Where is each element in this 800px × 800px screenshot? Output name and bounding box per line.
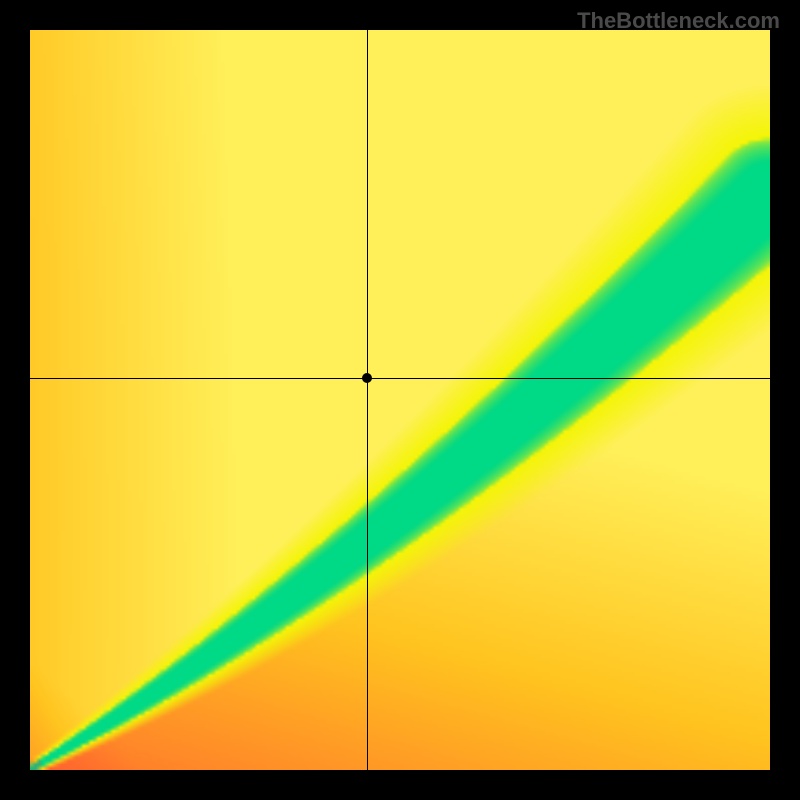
- heatmap-canvas: [30, 30, 770, 770]
- crosshair-vertical: [367, 30, 368, 770]
- crosshair-horizontal: [30, 378, 770, 379]
- heatmap-chart: [30, 30, 770, 770]
- crosshair-marker: [362, 373, 372, 383]
- watermark-text: TheBottleneck.com: [577, 8, 780, 34]
